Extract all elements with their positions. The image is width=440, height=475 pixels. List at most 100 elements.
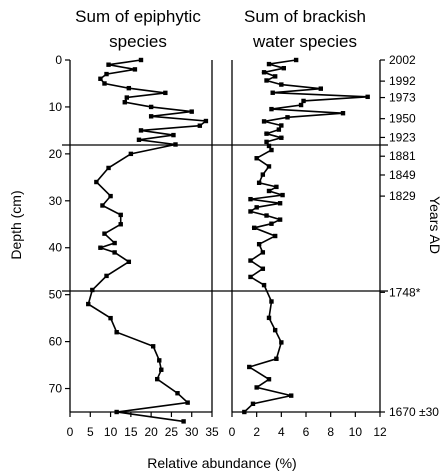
epiphytic-data-point xyxy=(163,90,168,96)
brackish-data-point xyxy=(252,225,257,231)
y-tick-label: 40 xyxy=(49,241,63,255)
brackish-data-point xyxy=(281,65,286,71)
epiphytic-data-point xyxy=(102,231,107,236)
y-tick-label: 10 xyxy=(49,100,63,114)
epiphytic-data-point xyxy=(185,400,190,405)
brackish-data-point xyxy=(248,196,253,202)
left-x-tick-label: 5 xyxy=(87,425,94,439)
epiphytic-data-point xyxy=(122,100,127,105)
brackish-data-point xyxy=(293,57,299,63)
brackish-data-point xyxy=(269,106,274,112)
brackish-data-point xyxy=(289,393,294,398)
brackish-data-point xyxy=(340,111,346,116)
brackish-data-point xyxy=(260,172,266,177)
right-x-tick-label: 4 xyxy=(278,425,285,439)
epiphytic-data-point xyxy=(106,62,111,67)
brackish-data-point xyxy=(254,205,259,210)
year-label: 1923 xyxy=(389,130,416,144)
left-x-tick-label: 20 xyxy=(144,425,158,439)
brackish-data-point xyxy=(261,282,267,288)
year-label: 1829 xyxy=(389,189,416,203)
right-x-tick-label: 8 xyxy=(327,425,334,439)
brackish-data-point xyxy=(269,221,274,226)
epiphytic-data-point xyxy=(159,367,164,372)
left-x-tick-label: 35 xyxy=(205,425,219,439)
right-x-tick-label: 10 xyxy=(349,425,363,439)
brackish-data-point xyxy=(298,102,304,108)
brackish-data-point xyxy=(266,315,272,321)
left-x-tick-label: 15 xyxy=(124,425,138,439)
left-x-tick-label: 25 xyxy=(165,425,179,439)
epiphytic-data-point xyxy=(132,67,138,72)
right-panel-title-line1: Sum of brackish xyxy=(244,7,366,26)
y-tick-label: 70 xyxy=(49,382,63,396)
epiphytic-data-point xyxy=(124,95,129,100)
epiphytic-data-point xyxy=(118,222,123,227)
brackish-data-point xyxy=(256,180,262,185)
brackish-data-point xyxy=(274,184,279,190)
years-axis-label: Years AD xyxy=(427,196,440,254)
epiphytic-data-point xyxy=(112,240,117,246)
brackish-data-point xyxy=(301,98,306,104)
brackish-data-point xyxy=(266,61,272,67)
epiphytic-data-point xyxy=(112,250,117,255)
left-x-tick-label: 0 xyxy=(67,425,74,439)
brackish-data-point xyxy=(279,82,284,87)
epiphytic-data-point xyxy=(108,193,113,199)
brackish-data-point xyxy=(248,258,253,263)
y-tick-label: 60 xyxy=(49,335,63,349)
epiphytic-data-point xyxy=(148,114,154,119)
year-label: 1670 ±30 xyxy=(389,405,439,419)
left-panel-title-line1: Sum of epiphytic xyxy=(75,7,201,26)
brackish-data-point xyxy=(269,299,274,304)
brackish-data-point xyxy=(250,401,256,407)
epiphytic-data-point xyxy=(106,165,111,171)
brackish-data-point xyxy=(365,94,370,100)
epiphytic-data-point xyxy=(181,419,186,424)
brackish-data-point xyxy=(248,209,253,214)
brackish-data-point xyxy=(274,356,279,361)
brackish-data-point xyxy=(260,250,266,255)
year-label: 1849 xyxy=(389,168,416,182)
brackish-data-point xyxy=(264,78,269,83)
epiphytic-data-point xyxy=(155,376,160,382)
brackish-data-point xyxy=(260,266,266,271)
year-label: 1950 xyxy=(389,112,416,126)
brackish-data-point xyxy=(254,385,259,390)
epiphytic-data-point xyxy=(100,203,105,208)
brackish-data-point xyxy=(261,70,267,75)
epiphytic-data-point xyxy=(104,273,109,279)
epiphytic-data-point xyxy=(94,179,99,185)
epiphytic-data-point xyxy=(104,71,109,77)
epiphytic-data-point xyxy=(98,245,103,250)
epiphytic-data-point xyxy=(175,391,180,396)
epiphytic-data-point xyxy=(126,85,132,91)
y-tick-label: 50 xyxy=(49,288,63,302)
brackish-data-point xyxy=(242,409,247,415)
brackish-data-point xyxy=(277,217,283,222)
right-x-tick-label: 2 xyxy=(253,425,260,439)
brackish-data-point xyxy=(264,213,269,218)
brackish-data-point xyxy=(276,127,282,132)
right-panel-title-line2: water species xyxy=(252,32,357,51)
brackish-data-point xyxy=(277,201,283,206)
epiphytic-data-point xyxy=(138,57,144,63)
y-tick-label: 30 xyxy=(49,194,63,208)
brackish-data-point xyxy=(272,74,278,79)
y-axis-label: Depth (cm) xyxy=(8,190,24,259)
brackish-data-point xyxy=(285,115,290,120)
brackish-series-line xyxy=(243,59,368,413)
brackish-data-point xyxy=(266,164,272,169)
brackish-data-point xyxy=(270,90,275,95)
brackish-data-point xyxy=(266,143,272,149)
brackish-data-point xyxy=(279,340,284,345)
year-label: 2002 xyxy=(389,53,416,67)
epiphytic-data-point xyxy=(150,344,156,349)
x-axis-label: Relative abundance (%) xyxy=(147,455,296,471)
brackish-data-point xyxy=(272,233,278,239)
brackish-data-point xyxy=(256,241,262,247)
epiphytic-data-point xyxy=(136,137,142,142)
right-x-tick-label: 0 xyxy=(229,425,236,439)
epiphytic-data-point xyxy=(189,109,194,114)
